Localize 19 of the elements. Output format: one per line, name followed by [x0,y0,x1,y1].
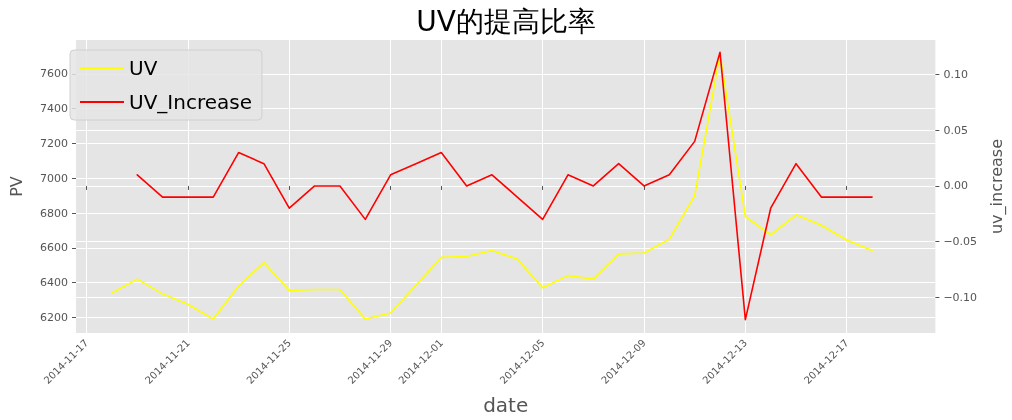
y-tick-label: 7600 [40,67,68,81]
y2-tick-label: 0.10 [943,68,968,82]
y-tick-label: 6200 [40,310,68,324]
y2-tick-label: −0.05 [943,235,978,249]
chart-title: UV的提高比率 [416,4,596,38]
y-tick-label: 6600 [40,241,68,255]
y2-tick-label: −0.10 [943,290,978,304]
y2-axis-title: uv_increase [986,138,1007,235]
y2-tick-label: 0.05 [943,123,968,137]
legend-label: UV_Increase [129,90,252,114]
x-axis-title: date [483,393,529,417]
legend-label: UV [129,56,158,80]
y-tick-label: 7200 [40,136,68,150]
y-tick-label: 7400 [40,102,68,116]
y-axis-title: PV [6,176,26,197]
y-tick-label: 7000 [40,171,68,185]
y-tick-label: 6400 [40,276,68,290]
y-tick-label: 6800 [40,206,68,220]
y2-tick-label: 0.00 [943,179,968,193]
